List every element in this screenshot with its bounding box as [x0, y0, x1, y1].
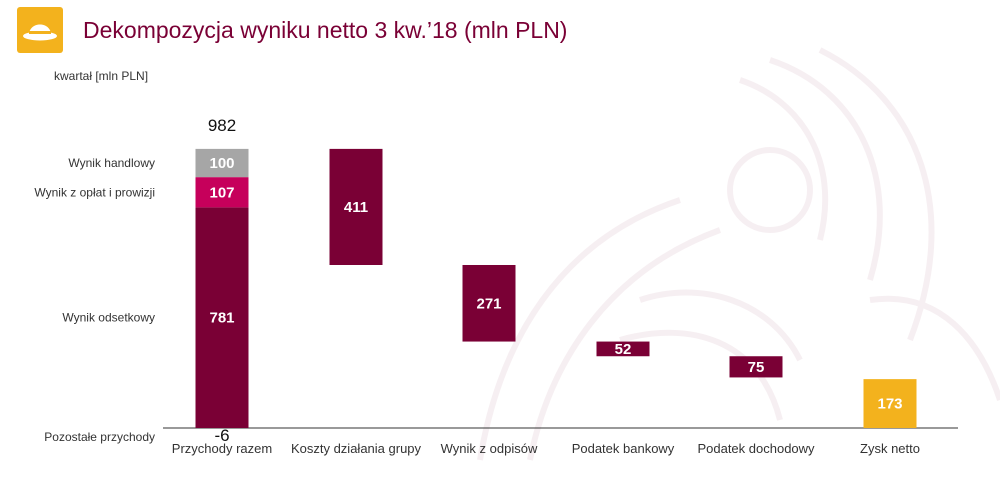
stack-category-label: Wynik odsetkowy [62, 311, 155, 325]
step-value-label: 271 [476, 295, 501, 312]
step-bar [729, 356, 783, 378]
stack-value-label: 100 [209, 155, 234, 172]
result-bar [863, 379, 917, 428]
step-value-label: 75 [748, 359, 765, 376]
category-label: Podatek bankowy [572, 441, 675, 456]
stack-category-label: Wynik z opłat i prowizji [34, 185, 155, 199]
stack-segment-wynik-odsetkowy [195, 207, 249, 428]
step-bar [596, 341, 650, 357]
stack-segment-wynik-handlowy [195, 148, 249, 178]
step-value-label: 411 [344, 199, 368, 216]
category-label: Wynik z odpisów [441, 441, 538, 456]
stack-category-label: Wynik handlowy [68, 156, 155, 170]
total-value-label: 982 [208, 116, 236, 135]
category-label: Przychody razem [172, 441, 272, 456]
stack-segment-wynik-z-op-at-i-prowizji [195, 177, 249, 208]
bowler-hat-icon [23, 24, 57, 41]
logo [17, 7, 63, 53]
step-bar [329, 148, 383, 265]
unit-label: kwartał [mln PLN] [54, 69, 149, 83]
stack-value-label: 781 [209, 310, 234, 327]
stack-category-label: Pozostałe przychody [44, 430, 155, 444]
eagle-watermark-icon [477, 47, 1000, 461]
category-label: Koszty działania grupy [291, 441, 422, 456]
page-title: Dekompozycja wyniku netto 3 kw.’18 (mln … [83, 17, 568, 43]
step-value-label: 52 [615, 341, 632, 358]
stack-value-label: -6 [214, 426, 229, 445]
stack-value-label: 107 [209, 184, 234, 201]
category-label: Podatek dochodowy [697, 441, 815, 456]
step-bar [462, 264, 516, 342]
result-value-label: 173 [877, 396, 902, 413]
category-label: Zysk netto [860, 441, 920, 456]
